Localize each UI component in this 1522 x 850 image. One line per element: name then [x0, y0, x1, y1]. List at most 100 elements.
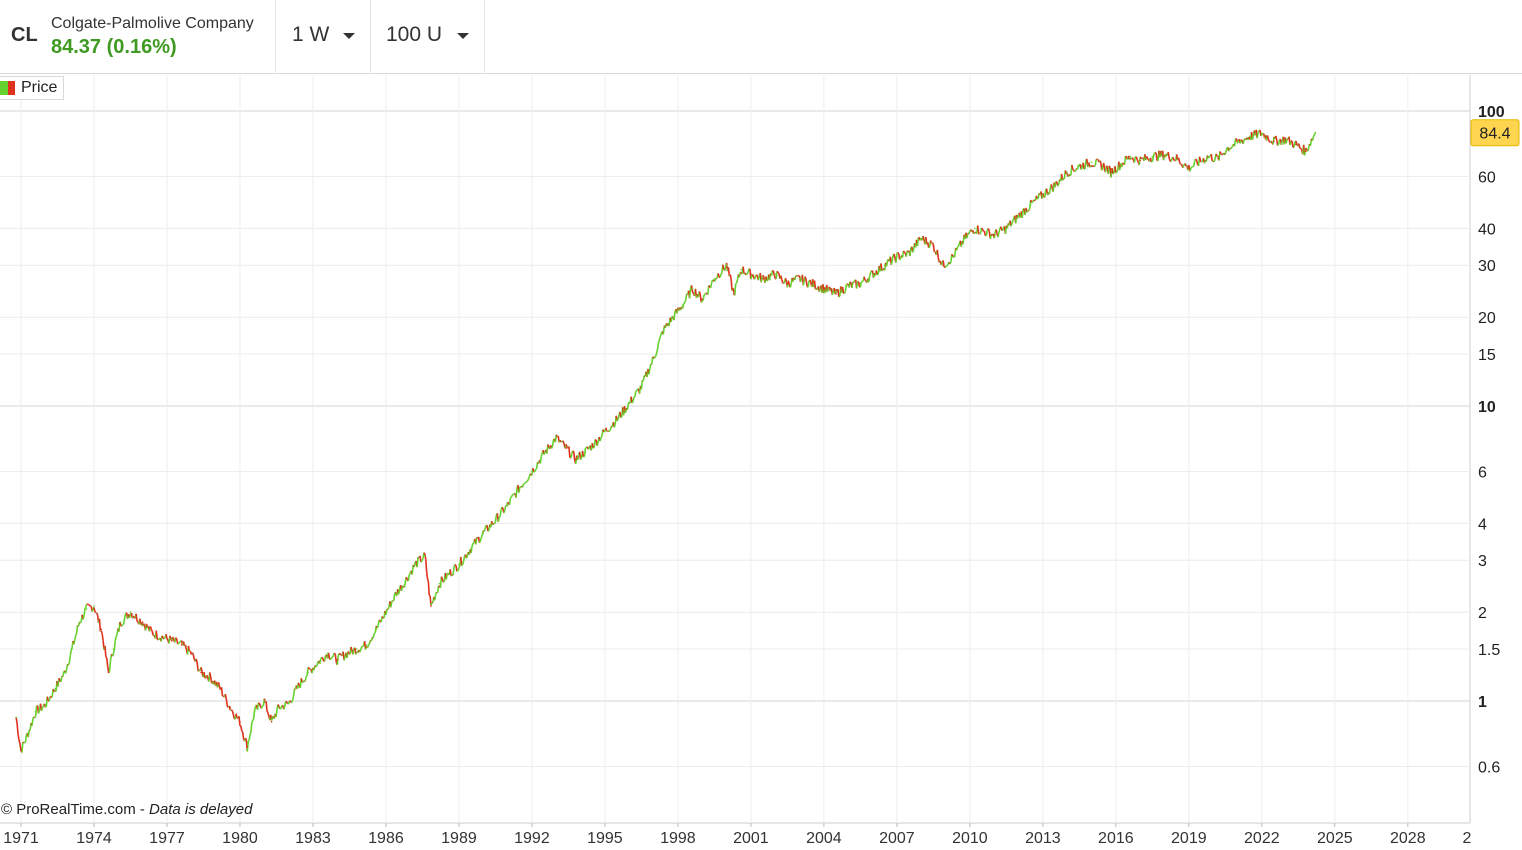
- price-segment: [156, 638, 159, 641]
- price-segment: [579, 457, 583, 460]
- price-point: [713, 277, 716, 280]
- price-point: [448, 572, 451, 575]
- price-segment: [290, 700, 294, 704]
- price-segment: [334, 654, 338, 663]
- price-segment: [1289, 140, 1292, 146]
- price-point: [835, 293, 837, 295]
- price-segment: [861, 280, 864, 283]
- price-segment: [224, 693, 228, 700]
- symbol-info[interactable]: CL Colgate-Palmolive Company 84.37 (0.16…: [0, 0, 276, 74]
- price-segment: [1112, 172, 1115, 175]
- price-point: [1314, 131, 1317, 134]
- series-legend[interactable]: Price: [0, 76, 65, 100]
- price-segment: [318, 658, 322, 664]
- x-tick-label: 1995: [587, 830, 623, 847]
- price-point: [100, 628, 103, 631]
- price-segment: [87, 603, 90, 606]
- price-segment: [747, 268, 750, 273]
- price-segment: [688, 288, 692, 299]
- price-point: [63, 671, 66, 674]
- price-point: [355, 648, 358, 650]
- price-segment: [408, 572, 411, 576]
- price-segment: [333, 652, 337, 656]
- price-segment: [1001, 227, 1005, 231]
- x-tick-label: 2019: [1171, 830, 1207, 847]
- price-segment: [1101, 165, 1104, 171]
- x-tick-label: 2013: [1025, 830, 1061, 847]
- price-segment: [851, 281, 854, 288]
- price-point: [1175, 157, 1178, 160]
- price-point: [482, 532, 485, 535]
- price-segment: [343, 656, 346, 661]
- y-axis: 100 60 40 30 20 15 10 6 4 3 2 1.5 1 0.6: [1478, 104, 1505, 776]
- price-segment: [403, 581, 407, 588]
- price-point: [1151, 155, 1154, 158]
- price-point: [27, 732, 30, 734]
- price-segment: [518, 487, 521, 493]
- price-segment: [890, 260, 893, 266]
- price-segment: [1267, 138, 1271, 142]
- price-segment: [700, 300, 703, 303]
- price-segment: [433, 593, 437, 601]
- price-segment: [980, 227, 984, 230]
- price-segment: [1087, 162, 1091, 167]
- price-segment: [1026, 210, 1029, 213]
- price-segment: [777, 271, 780, 275]
- price-segment: [533, 469, 537, 473]
- price-segment: [307, 666, 310, 669]
- price-segment: [550, 446, 554, 449]
- price-segment: [853, 280, 856, 283]
- price-segment: [231, 710, 234, 714]
- price-segment: [304, 676, 307, 682]
- price-segment: [425, 571, 429, 579]
- price-segment: [196, 662, 199, 672]
- price-point: [1295, 143, 1297, 146]
- price-segment: [652, 356, 655, 359]
- price-point: [1248, 135, 1251, 138]
- price-segment: [891, 255, 894, 261]
- price-segment: [1270, 140, 1273, 144]
- price-segment: [657, 339, 661, 344]
- price-segment: [928, 246, 931, 249]
- price-segment: [497, 517, 500, 523]
- price-segment: [150, 629, 154, 632]
- price-segment: [742, 266, 745, 274]
- price-point: [44, 704, 47, 706]
- price-point: [458, 563, 460, 566]
- price-segment: [220, 687, 224, 696]
- price-segment: [735, 279, 739, 284]
- chevron-down-icon: [343, 33, 355, 39]
- price-segment: [1305, 147, 1308, 150]
- price-segment: [1155, 152, 1158, 161]
- price-segment: [98, 618, 102, 632]
- price-point: [810, 282, 813, 285]
- interval-dropdown[interactable]: 1 W: [276, 0, 371, 74]
- price-segment: [912, 248, 915, 253]
- credit-source[interactable]: © ProRealTime.com: [1, 801, 136, 818]
- price-segment: [1268, 141, 1271, 144]
- price-segment: [1168, 158, 1171, 162]
- price-segment: [283, 701, 287, 707]
- price-segment: [484, 525, 487, 529]
- price-segment: [347, 651, 350, 655]
- units-dropdown[interactable]: 100 U: [371, 0, 485, 74]
- price-segment: [782, 281, 786, 284]
- price-segment: [329, 657, 333, 660]
- price-segment: [266, 710, 269, 714]
- price-segment: [177, 641, 181, 645]
- price-segment: [525, 480, 528, 483]
- price-segment: [195, 658, 198, 663]
- price-segment: [795, 275, 798, 277]
- price-segment: [191, 652, 194, 655]
- price-segment: [308, 667, 311, 670]
- price-segment: [407, 574, 411, 582]
- y-tick-label: 1.5: [1478, 642, 1500, 659]
- price-segment: [377, 619, 380, 626]
- price-point: [1188, 167, 1190, 169]
- price-segment: [34, 715, 37, 719]
- price-point: [85, 608, 88, 610]
- price-point: [1273, 140, 1275, 143]
- price-segment: [1260, 134, 1263, 137]
- price-point: [823, 287, 825, 290]
